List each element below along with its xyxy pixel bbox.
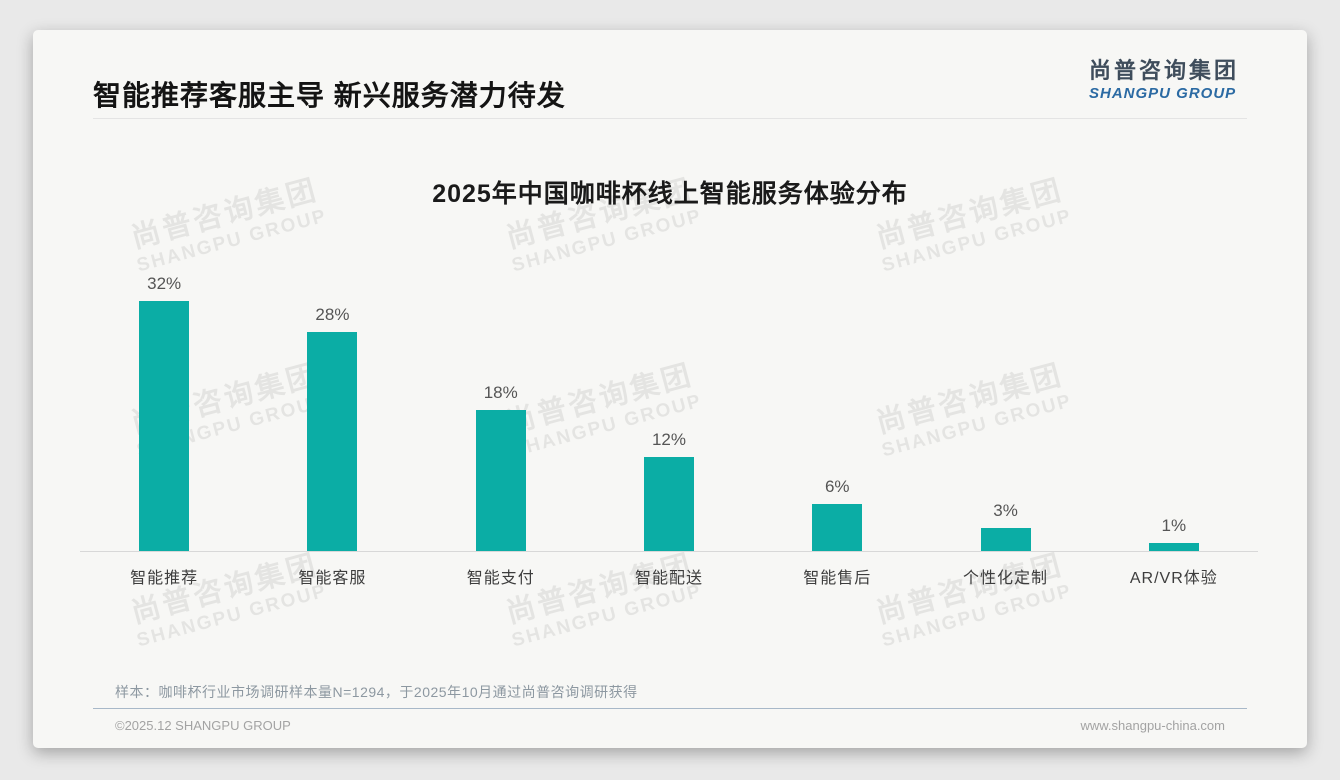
bar-value-label: 18% [483,383,518,402]
bar-column-4: 12% [585,230,753,551]
bar [1148,543,1199,551]
company-logo: 尚普咨询集团 SHANGPU GROUP [1089,58,1239,104]
website-url: www.shangpu-china.com [1080,718,1225,733]
watermark-chinese-text: 尚普咨询集团 [873,549,1067,630]
bar-value-label: 6% [824,477,850,496]
bar [643,457,694,551]
bar-chart-plot-area: 32% 28% 18% 12% 6% 3% 1% [80,230,1258,551]
category-label: 智能配送 [634,570,703,587]
watermark-english-text: SHANGPU GROUP [509,580,705,652]
bar-value-label: 1% [1161,516,1187,535]
footer-divider [93,708,1247,709]
page-title: 智能推荐客服主导 新兴服务潜力待发 [93,80,566,111]
bar-column-7: 1% [1090,230,1258,551]
bar-value-label: 12% [651,430,686,449]
watermark-english-text: SHANGPU GROUP [134,580,330,652]
bar [980,528,1031,551]
bar [812,504,863,551]
category-label: 智能推荐 [130,570,199,587]
slide-card: 智能推荐客服主导 新兴服务潜力待发 尚普咨询集团 SHANGPU GROUP 尚… [33,30,1307,748]
watermark-english-text: SHANGPU GROUP [879,580,1075,652]
bar-column-3: 18% [417,230,585,551]
bar-value-label: 28% [315,305,350,324]
x-axis-category-labels: 智能推荐 智能客服 智能支付 智能配送 智能售后 个性化定制 AR/VR体验 [80,564,1258,588]
bar [307,332,358,551]
sample-footnote: 样本：咖啡杯行业市场调研样本量N=1294，于2025年10月通过尚普咨询调研获… [115,684,638,700]
watermark-chinese-text: 尚普咨询集团 [503,549,697,630]
bar [139,301,190,551]
logo-chinese-text: 尚普咨询集团 [1088,58,1239,83]
x-axis-line [80,551,1258,552]
bar-column-5: 6% [753,230,921,551]
category-label: 智能客服 [298,570,367,587]
logo-english-text: SHANGPU GROUP [1088,85,1237,102]
bar-column-2: 28% [248,230,416,551]
category-label: 智能售后 [803,570,872,587]
bar-value-label: 32% [147,274,182,293]
category-label: AR/VR体验 [1129,570,1218,587]
slide-footer: ©2025.12 SHANGPU GROUP www.shangpu-china… [115,718,1225,733]
header-divider [93,118,1247,119]
chart-title: 2025年中国咖啡杯线上智能服务体验分布 [432,180,908,208]
watermark-chinese-text: 尚普咨询集团 [128,549,322,630]
bar-value-label: 3% [993,501,1018,520]
bar [475,410,526,551]
copyright-text: ©2025.12 SHANGPU GROUP [115,718,291,733]
category-label: 智能支付 [466,570,535,587]
bar-column-1: 32% [80,230,248,551]
category-label: 个性化定制 [963,570,1049,587]
bar-column-6: 3% [921,230,1089,551]
